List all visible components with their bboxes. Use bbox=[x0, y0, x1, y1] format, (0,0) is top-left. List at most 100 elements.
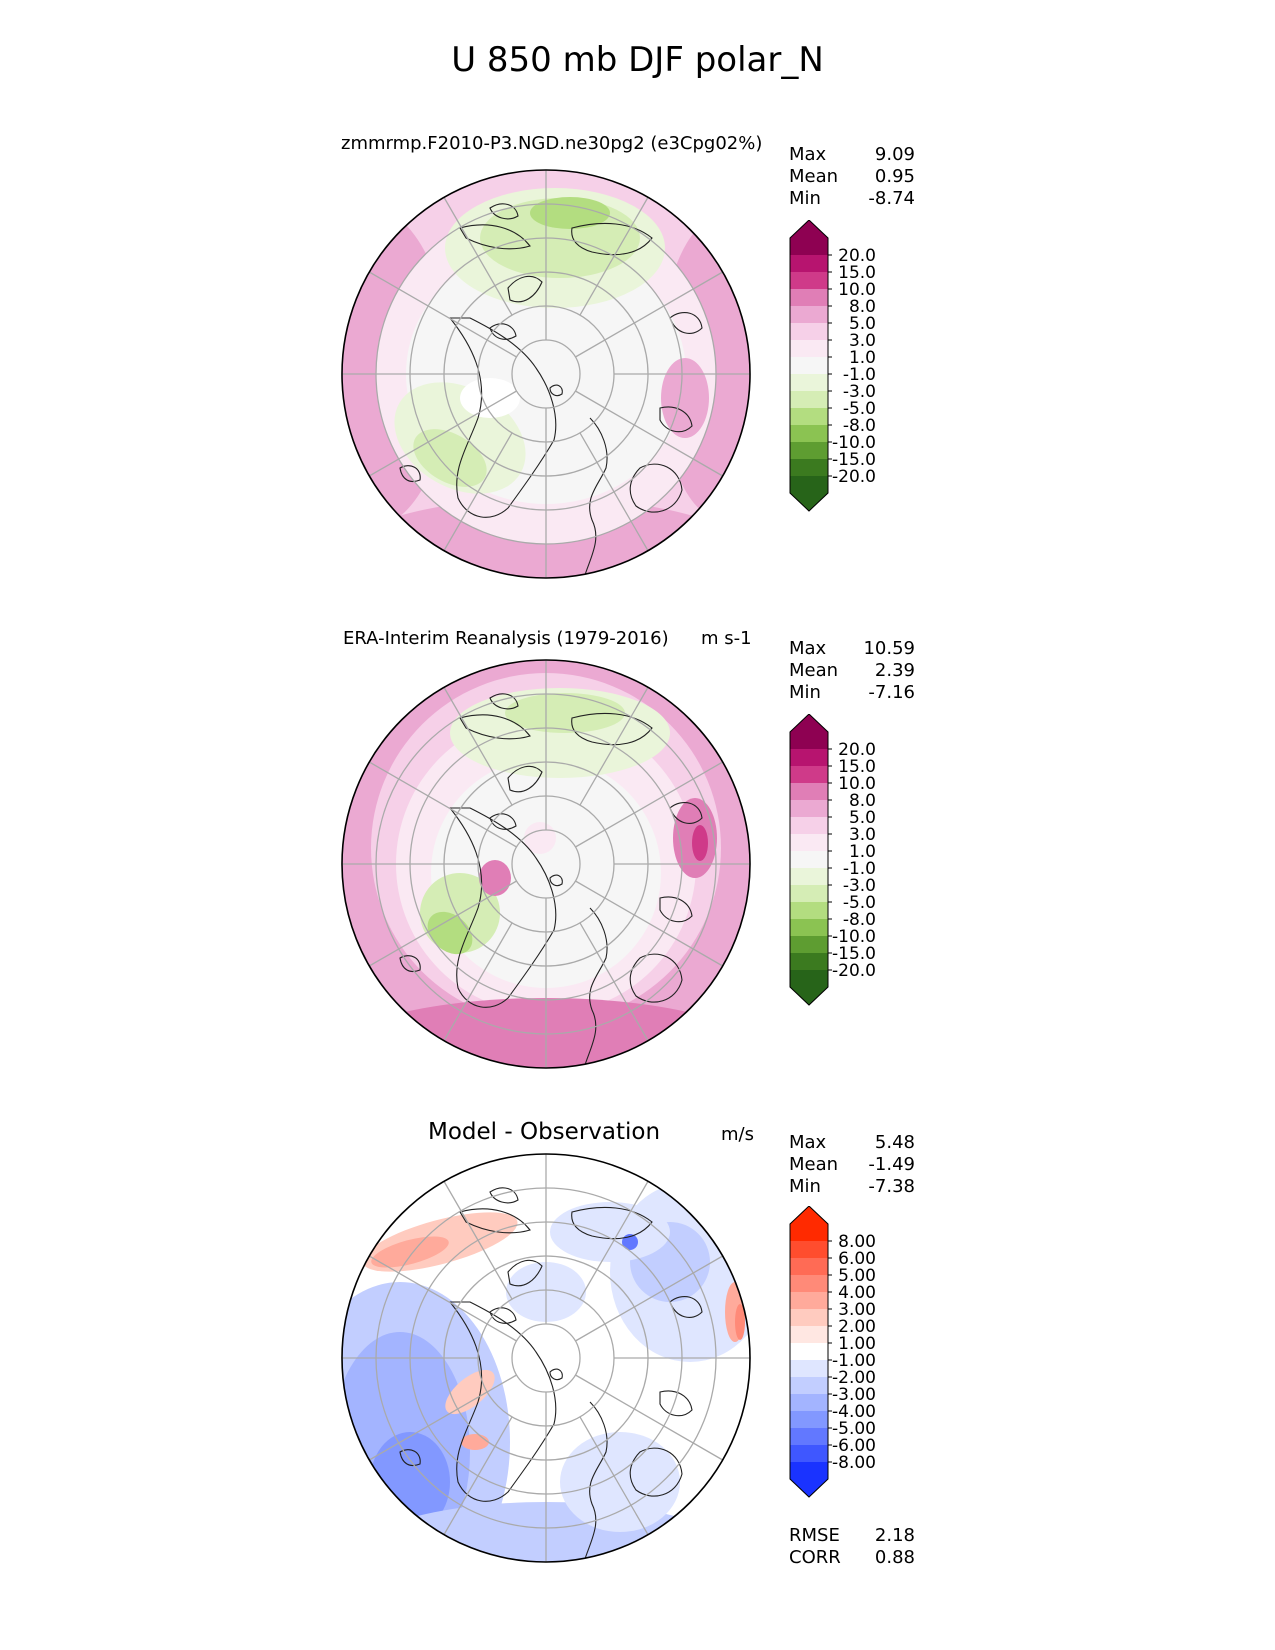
panel1-colorbar: 20.015.010.08.05.03.01.0-1.0-3.0-5.0-8.0… bbox=[789, 220, 876, 512]
panel2-colorbar-segment bbox=[790, 766, 828, 783]
panel1-polar-map bbox=[341, 169, 751, 579]
panel1-contour-region bbox=[661, 358, 709, 438]
panel3-colorbar-tick-label: -4.00 bbox=[832, 1402, 876, 1422]
panel1-coastline bbox=[549, 384, 563, 397]
panel1-stat-max: Max 9.09 bbox=[789, 144, 915, 165]
panel2-colorbar-tick-label: -10.0 bbox=[832, 927, 876, 947]
panel1-colorbar-max-extension bbox=[790, 220, 828, 255]
panel1-colorbar-segment bbox=[790, 374, 828, 391]
panel1-colorbar-tick-label: 15.0 bbox=[838, 263, 876, 283]
panel2-graticule bbox=[342, 660, 750, 1068]
panel1-coastline bbox=[459, 224, 531, 250]
panel3-coastline bbox=[669, 1296, 703, 1318]
panel2-meridian bbox=[363, 758, 517, 848]
panel1-colorbar-tick-label: -10.0 bbox=[832, 433, 876, 453]
panel2-colorbar-segment bbox=[790, 749, 828, 766]
panel3-corr: CORR 0.88 bbox=[789, 1547, 915, 1568]
panel3-colorbar-tick-label: -3.00 bbox=[832, 1385, 876, 1405]
panel2-colorbar-tick-label: 5.0 bbox=[849, 808, 876, 828]
panel1-colorbar-tick-label: -3.0 bbox=[843, 382, 876, 402]
panel1-coastlines bbox=[399, 203, 703, 578]
panel1-colorbar-min-extension bbox=[790, 476, 828, 511]
panel3-stat-max: Max 5.48 bbox=[789, 1132, 915, 1153]
panel1-coastline bbox=[659, 406, 693, 433]
panel2-stat-min: Min -7.16 bbox=[789, 682, 915, 703]
panel3-coastline bbox=[507, 1259, 543, 1287]
panel1-field-layer bbox=[342, 170, 750, 578]
panel3-map-boundary bbox=[341, 1153, 751, 1563]
panel2-title: ERA-Interim Reanalysis (1979-2016) bbox=[343, 628, 669, 649]
panel1-colorbar-segment bbox=[790, 357, 828, 374]
panel3-coastline bbox=[448, 1301, 557, 1502]
panel2-meridian bbox=[575, 880, 729, 970]
panel1-colorbar-segment bbox=[790, 442, 828, 459]
panel3-coastline bbox=[571, 1206, 653, 1240]
panel1-map-boundary bbox=[341, 169, 751, 579]
panel2-polar-map bbox=[341, 659, 751, 1069]
panel1-contour-region bbox=[530, 197, 610, 229]
panel3-colorbar-tick-label: -5.00 bbox=[832, 1419, 876, 1439]
panel2-colorbar-tick-label: 3.0 bbox=[849, 825, 876, 845]
panel1-coastline bbox=[448, 317, 557, 518]
panel1-colorbar-segment bbox=[790, 391, 828, 408]
panel3-stat-min: Min -7.38 bbox=[789, 1176, 915, 1197]
panel2-contour-region bbox=[505, 693, 625, 733]
panel2-coastlines bbox=[399, 693, 703, 1068]
panel2-colorbar-tick-label: -8.0 bbox=[843, 910, 876, 930]
panel3-colorbar-tick-label: -6.00 bbox=[832, 1436, 876, 1456]
panel1-colorbar-tick-label: 1.0 bbox=[849, 348, 876, 368]
panel1-colorbar-segment bbox=[790, 289, 828, 306]
panel2-colorbar-tick-label: 20.0 bbox=[838, 740, 876, 760]
panel3-colorbar-tick-label: 6.00 bbox=[838, 1249, 876, 1269]
panel1-contour-region bbox=[413, 429, 487, 487]
panel2-coastline bbox=[507, 765, 543, 793]
panel2-coastline bbox=[659, 896, 693, 923]
panel2-coastline bbox=[583, 907, 608, 1068]
panel2-meridian bbox=[363, 880, 517, 970]
panel2-units: m s-1 bbox=[701, 628, 752, 649]
panel3-colorbar-tick-label: 5.00 bbox=[838, 1266, 876, 1286]
panel1-colorbar-segment bbox=[790, 425, 828, 442]
panel1-meridian bbox=[575, 390, 729, 480]
panel2-coastline bbox=[459, 714, 531, 740]
panel1-colorbar-tick-label: -8.0 bbox=[843, 416, 876, 436]
panel1-meridian bbox=[579, 432, 652, 557]
panel3-colorbar-tick-label: 2.00 bbox=[838, 1317, 876, 1337]
panel2-coastline bbox=[571, 712, 653, 746]
panel3-meridian bbox=[363, 1374, 517, 1464]
panel3-meridian bbox=[575, 1252, 729, 1342]
panel3-colorbar-segment bbox=[790, 1326, 828, 1343]
panel3-contour-region bbox=[550, 1202, 670, 1262]
panel3-contour-region bbox=[371, 1236, 449, 1268]
panel3-contour-region bbox=[560, 1432, 680, 1532]
panel1-coastline bbox=[507, 275, 543, 303]
panel3-colorbar-segment bbox=[790, 1445, 828, 1462]
panel1-colorbar-tick-label: -5.0 bbox=[843, 399, 876, 419]
panel2-contour-region bbox=[427, 911, 473, 955]
panel3-colorbar-segment bbox=[790, 1377, 828, 1394]
panel1-graticule bbox=[342, 170, 750, 578]
panel1-coastline bbox=[669, 312, 703, 334]
panel1-colorbar-segment bbox=[790, 255, 828, 272]
panel1-colorbar-tick-label: -20.0 bbox=[832, 467, 876, 487]
panel3-coastline bbox=[583, 1401, 608, 1562]
panel1-colorbar-segment bbox=[790, 340, 828, 357]
panel1-coastline bbox=[489, 203, 519, 220]
panel1-colorbar-segment bbox=[790, 408, 828, 425]
panel1-meridian bbox=[575, 268, 729, 358]
panel2-meridian bbox=[440, 681, 513, 806]
panel1-contour-region bbox=[460, 378, 520, 418]
panel1-stat-min: Min -8.74 bbox=[789, 188, 915, 209]
panel2-colorbar-segment bbox=[790, 817, 828, 834]
panel3-colorbar-segment bbox=[790, 1394, 828, 1411]
panel3-colorbar-tick-label: 8.00 bbox=[838, 1232, 876, 1252]
panel2-meridian bbox=[579, 922, 652, 1047]
panel1-colorbar-segment bbox=[790, 272, 828, 289]
panel1-colorbar-segment bbox=[790, 323, 828, 340]
panel2-coastline bbox=[399, 955, 421, 973]
panel3-colorbar-tick-label: -8.00 bbox=[832, 1453, 876, 1473]
panel1-coastline bbox=[571, 222, 653, 256]
panel3-coastline bbox=[489, 1187, 519, 1204]
panel2-colorbar-segment bbox=[790, 885, 828, 902]
panel2-colorbar-segment bbox=[790, 953, 828, 970]
